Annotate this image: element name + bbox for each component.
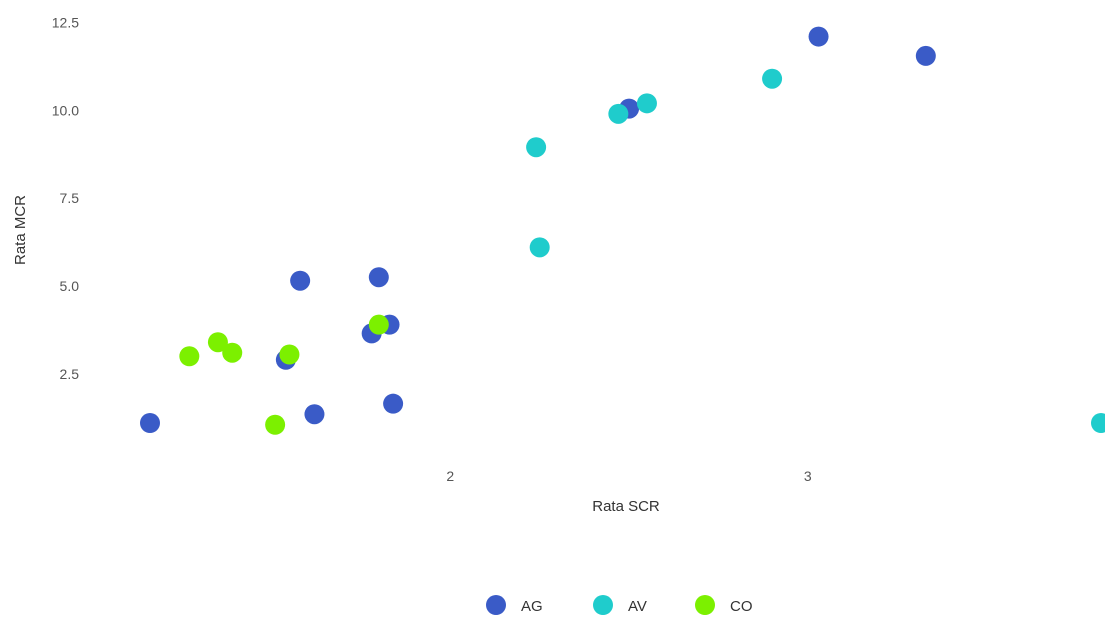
x-tick-label: 2 [446,468,454,484]
data-point-av [636,93,657,114]
data-point-av [529,237,550,258]
data-point-ag [290,270,311,291]
data-points [140,26,1105,435]
data-point-ag [368,267,389,288]
x-tick-label: 3 [804,468,812,484]
data-point-co [265,414,286,435]
legend-marker-ag [486,595,506,615]
data-point-co [368,314,389,335]
y-tick-label: 5.0 [60,278,80,294]
legend-label-co: CO [730,598,753,615]
data-point-co [222,342,243,363]
data-point-ag [140,413,160,433]
y-tick-label: 7.5 [60,190,80,206]
x-axis-title: Rata SCR [592,498,660,515]
y-axis-title: Rata MCR [12,195,29,265]
y-tick-label: 12.5 [52,15,79,31]
data-point-co [279,344,300,365]
data-point-av [608,103,629,124]
data-point-av [526,137,547,158]
data-point-co [207,332,228,353]
legend-label-ag: AG [521,598,543,615]
data-point-av [762,68,783,89]
legend-marker-av [593,595,613,615]
data-point-ag [808,26,829,47]
data-point-co [179,346,200,367]
y-axis-ticks: 2.5 5.0 7.5 10.0 12.5 [52,15,79,382]
y-tick-label: 10.0 [52,102,79,118]
data-point-ag [915,45,936,66]
legend-label-av: AV [628,598,647,615]
data-point-av [1091,413,1105,433]
y-tick-label: 2.5 [60,366,80,382]
legend: AG AV CO [486,595,753,615]
data-point-ag [304,404,325,425]
legend-marker-co [695,595,715,615]
data-point-ag [383,393,404,414]
